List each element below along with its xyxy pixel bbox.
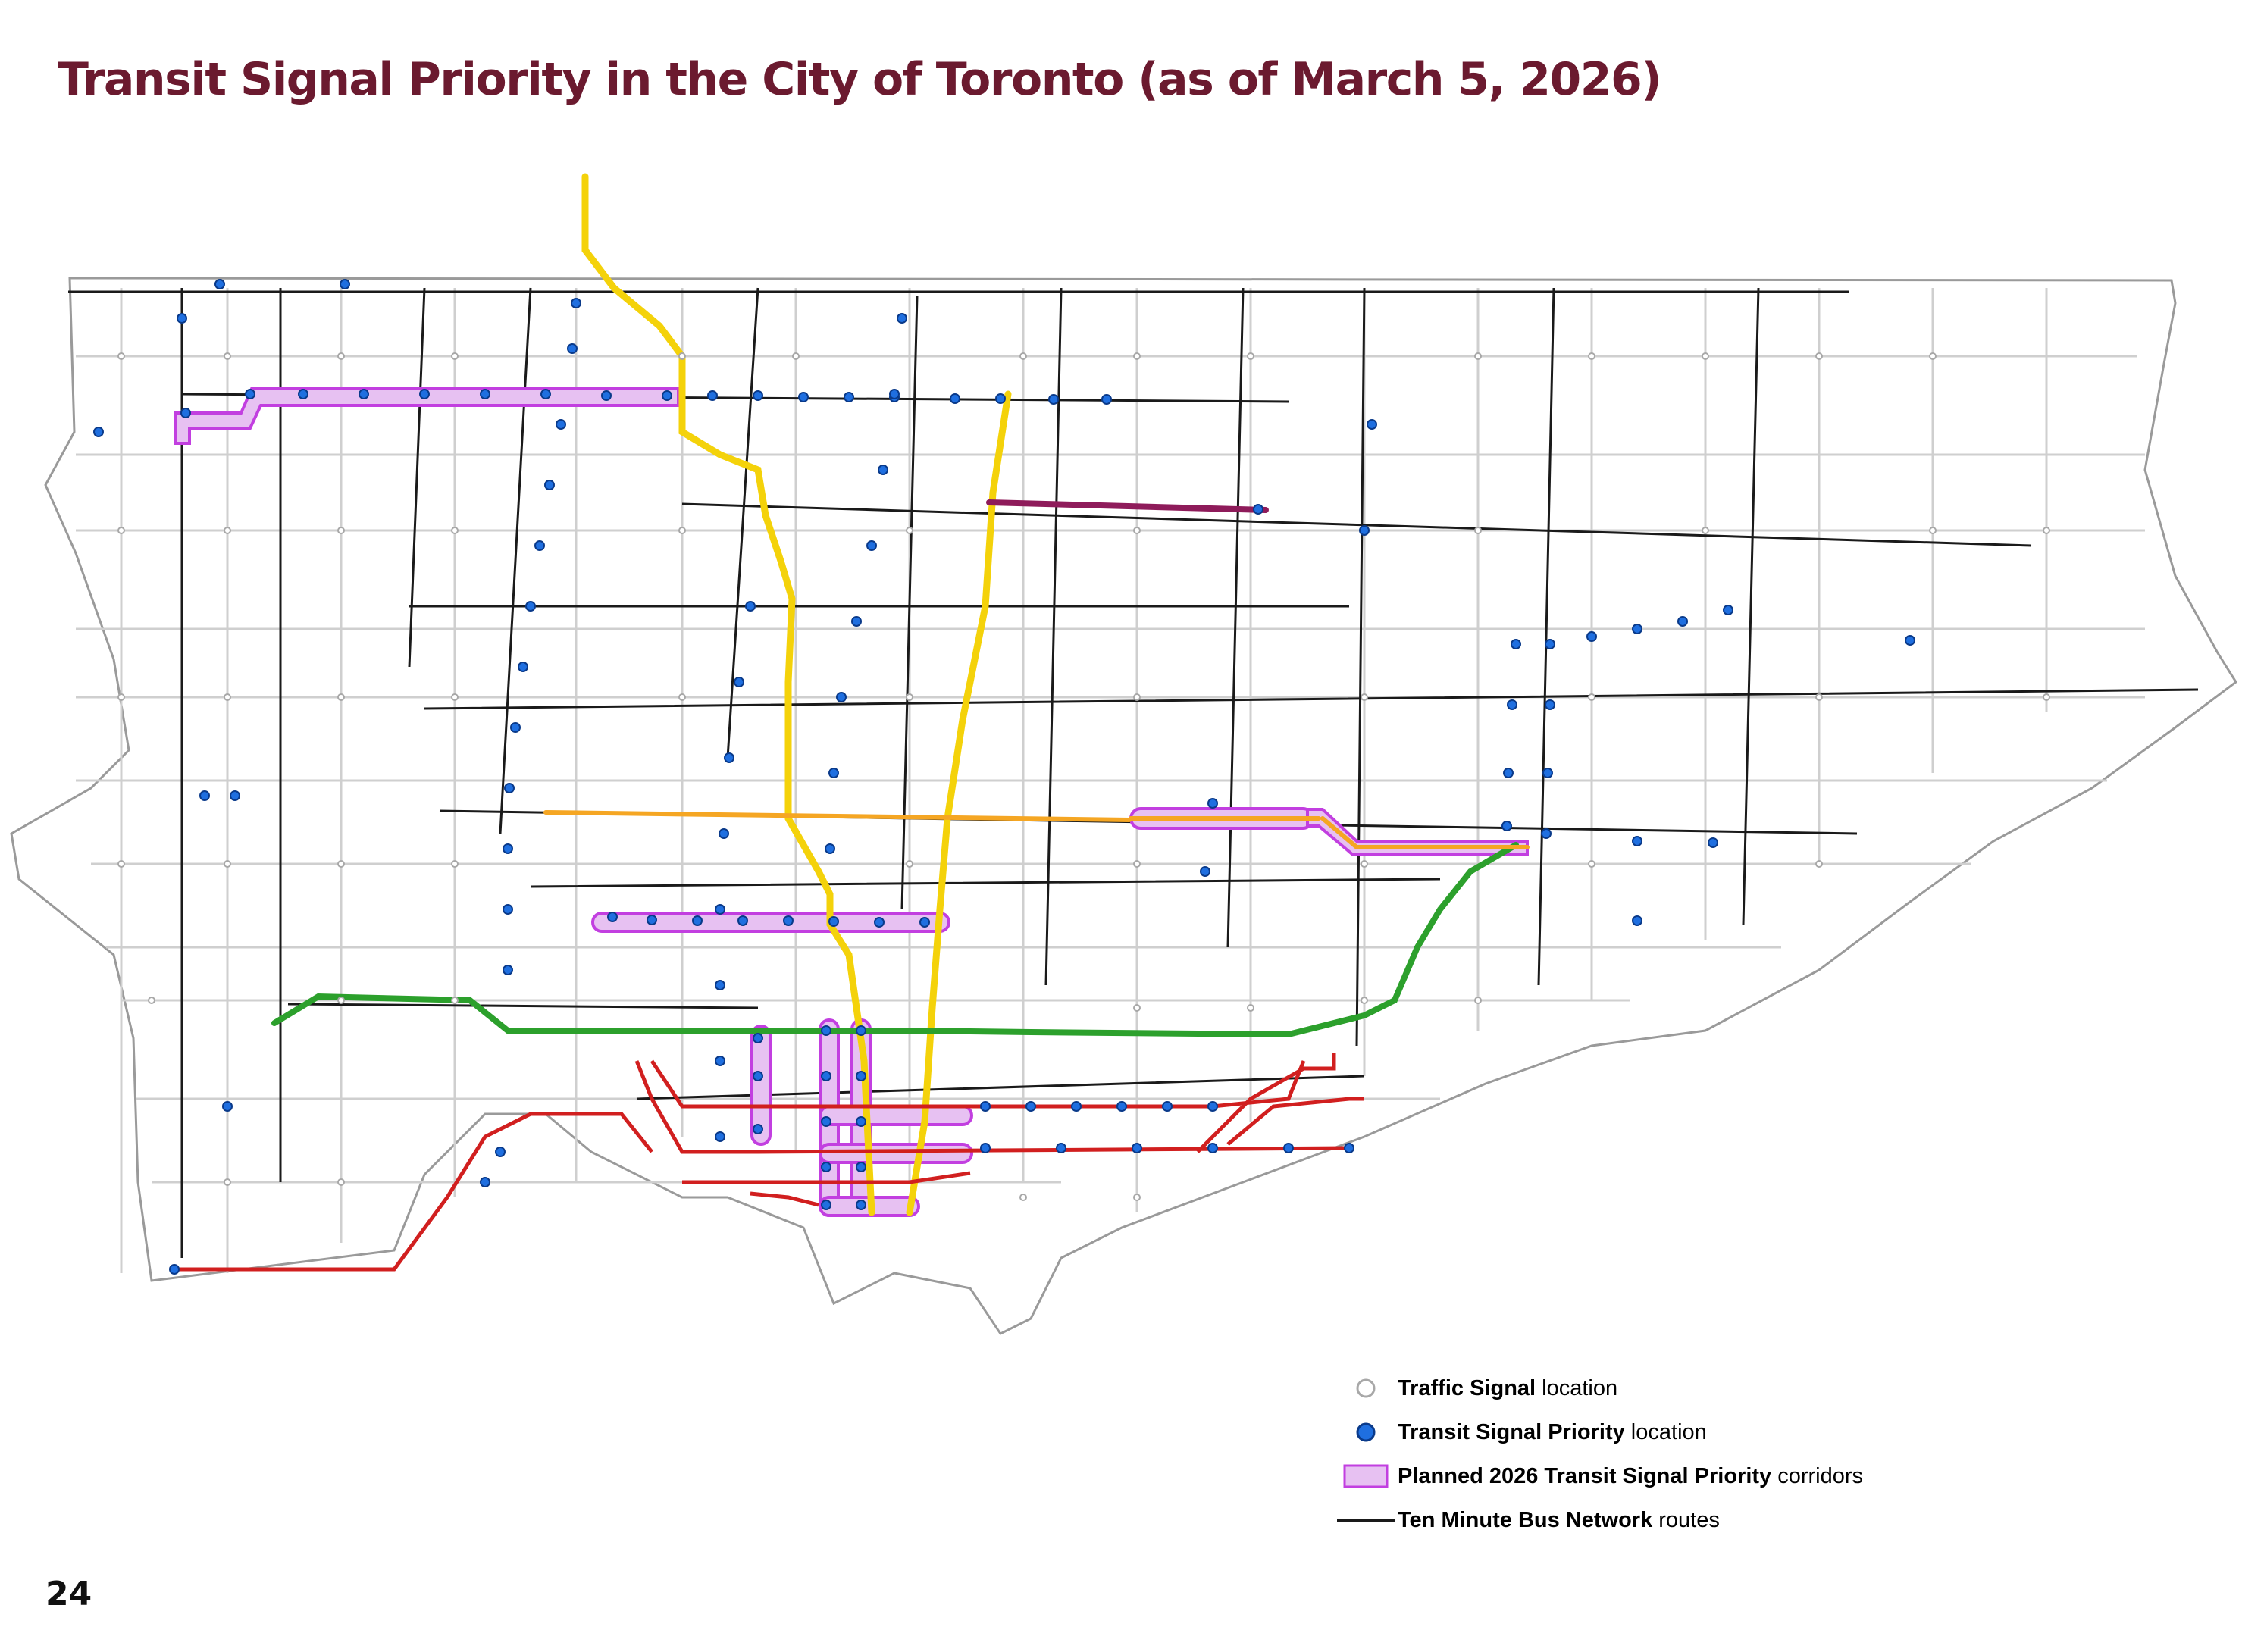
legend-item-traffic-signal: Traffic Signal location <box>1334 1370 1617 1406</box>
traffic-signal-locations <box>117 352 2050 1201</box>
legend-label-tsp-location: Transit Signal Priority location <box>1398 1419 1707 1444</box>
planned-corridor-bathurst <box>750 1025 772 1146</box>
legend-label-traffic-signal: Traffic Signal location <box>1398 1375 1618 1400</box>
legend-label-ten-minute-bus: Ten Minute Bus Network routes <box>1398 1507 1720 1532</box>
tsp-location-legend-icon <box>1334 1414 1398 1450</box>
planned-corridor-legend-icon <box>1334 1458 1398 1494</box>
legend-item-tsp-location: Transit Signal Priority location <box>1334 1414 1707 1450</box>
tsp-locations <box>93 279 1915 1275</box>
legend-item-planned-corridors: Planned 2026 Transit Signal Priority cor… <box>1334 1458 1863 1494</box>
city-boundary <box>10 277 2238 1335</box>
page-title: Transit Signal Priority in the City of T… <box>58 53 1662 106</box>
legend-item-ten-minute-bus: Ten Minute Bus Network routes <box>1334 1502 1720 1538</box>
line-5-eglinton <box>543 810 1530 849</box>
planned-corridor-queen <box>819 1105 973 1126</box>
legend-label-planned-corridors: Planned 2026 Transit Signal Priority cor… <box>1398 1463 1864 1488</box>
ten-minute-bus-legend-icon <box>1334 1502 1398 1538</box>
planned-corridor-king <box>819 1143 973 1164</box>
line-6-finch-west <box>986 499 1269 513</box>
planned-corridor-eglinton-east-b <box>1306 808 1529 856</box>
planned-corridor-lawrence-west <box>591 912 950 933</box>
traffic-signal-legend-icon <box>1334 1370 1398 1406</box>
subway-line-2 <box>271 842 1519 1038</box>
page-number: 24 <box>45 1575 92 1613</box>
